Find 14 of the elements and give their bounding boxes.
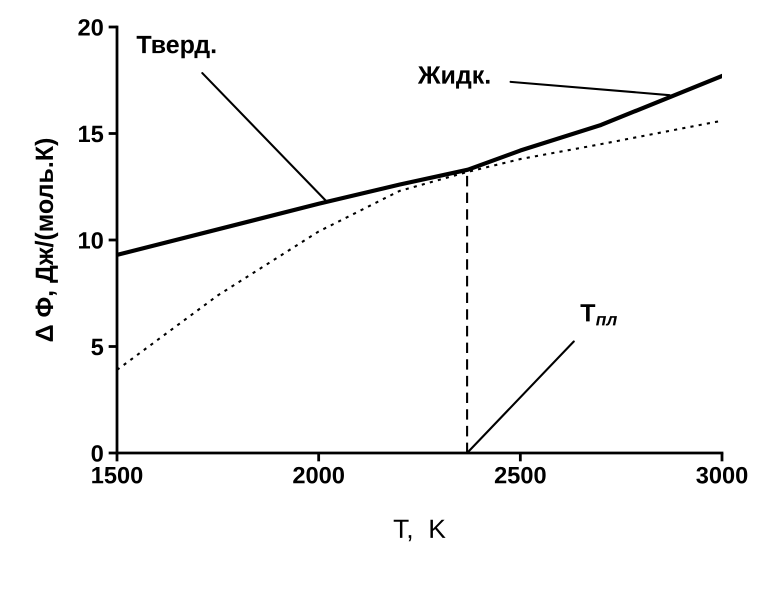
x-tick-label: 1500 <box>92 466 142 484</box>
x-tick-label: 2000 <box>293 466 344 484</box>
x-tick-label: 2500 <box>494 466 546 484</box>
y-tick-label: 20 <box>78 19 103 36</box>
y-tick-label: 15 <box>79 126 104 142</box>
annotation: Жидк. <box>418 66 490 89</box>
y-tick-label: 0 <box>92 445 103 462</box>
y-tick-label: 5 <box>91 338 104 356</box>
y-tick-label: 10 <box>79 232 103 249</box>
y-axis-title: Δ Φ, Дж/(моль.К) <box>34 138 58 342</box>
x-axis-title: T, K <box>394 520 446 542</box>
x-tick-label: 3000 <box>696 466 748 484</box>
annotation: T$_{пл}$ <box>580 304 617 326</box>
annotation: Тверд. <box>136 36 216 58</box>
